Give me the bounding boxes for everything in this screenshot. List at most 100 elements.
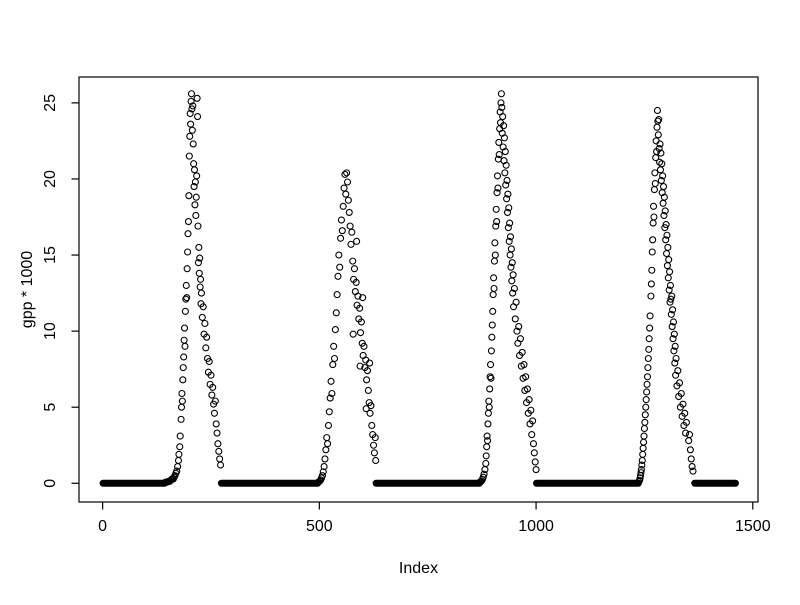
data-point <box>654 131 662 139</box>
data-point <box>494 184 502 192</box>
data-point <box>668 323 676 331</box>
data-point <box>649 202 658 210</box>
data-point <box>174 456 183 465</box>
data-point <box>665 256 673 264</box>
data-point <box>670 347 678 355</box>
data-point <box>488 333 496 341</box>
data-point <box>666 281 674 290</box>
data-point <box>638 461 646 469</box>
data-point <box>210 409 219 417</box>
data-point <box>532 466 540 474</box>
data-point <box>653 106 661 115</box>
data-point <box>213 429 221 437</box>
data-point <box>193 94 201 102</box>
y-tick-label: 10 <box>42 322 59 340</box>
data-point <box>319 468 327 476</box>
data-point <box>501 148 509 156</box>
data-point <box>487 361 495 369</box>
data-point <box>682 429 690 437</box>
data-point <box>662 221 670 229</box>
data-point <box>529 440 538 448</box>
data-point <box>495 151 503 159</box>
data-point <box>508 277 516 285</box>
data-point <box>497 99 505 107</box>
data-point <box>185 192 193 200</box>
data-point <box>670 330 678 338</box>
data-point <box>520 361 528 369</box>
data-point <box>648 266 656 274</box>
data-point <box>190 160 198 168</box>
x-tick-label: 1500 <box>735 518 771 535</box>
data-point <box>371 434 379 442</box>
data-point <box>334 272 342 280</box>
data-point <box>484 409 492 417</box>
data-point <box>491 239 499 247</box>
data-point <box>645 345 653 353</box>
data-point <box>179 376 187 384</box>
y-tick-label: 25 <box>42 94 59 112</box>
data-point <box>484 420 492 428</box>
data-point <box>688 462 696 471</box>
data-point <box>487 374 495 382</box>
data-point <box>482 452 490 460</box>
data-point <box>214 440 222 448</box>
data-point <box>180 353 188 361</box>
data-point <box>216 455 224 463</box>
data-point <box>503 176 511 185</box>
data-point <box>215 447 223 455</box>
data-point <box>368 421 376 430</box>
data-point <box>508 259 516 267</box>
data-point <box>642 396 650 404</box>
y-tick-label: 20 <box>42 170 59 188</box>
data-point <box>187 120 195 128</box>
data-point <box>655 116 663 124</box>
data-point <box>659 199 667 207</box>
data-point <box>349 330 357 338</box>
data-point <box>640 438 648 446</box>
data-point <box>669 335 677 343</box>
data-point <box>360 342 368 350</box>
data-point <box>196 254 204 262</box>
data-point <box>644 354 652 363</box>
data-point <box>211 397 219 405</box>
data-point <box>647 292 655 300</box>
data-point <box>341 170 349 178</box>
data-point <box>686 446 694 454</box>
data-point <box>659 172 667 180</box>
data-point <box>516 335 525 343</box>
data-point <box>207 371 215 379</box>
data-point <box>356 329 365 337</box>
data-point <box>197 289 205 297</box>
data-point <box>648 248 656 256</box>
data-point <box>192 211 200 220</box>
data-point <box>342 190 350 198</box>
data-point <box>479 473 487 481</box>
data-point <box>326 394 334 402</box>
data-point <box>183 294 191 302</box>
y-axis-label: gpp * 1000 <box>19 251 36 329</box>
data-point <box>488 321 496 329</box>
x-tick-label: 500 <box>306 518 333 535</box>
data-point <box>647 280 655 288</box>
data-point <box>182 281 190 290</box>
data-point <box>372 456 380 465</box>
data-point <box>348 228 356 236</box>
data-point <box>216 461 225 469</box>
data-point <box>681 409 689 417</box>
data-point <box>356 362 364 370</box>
data-point <box>208 391 216 399</box>
data-point <box>178 389 186 398</box>
data-point <box>483 443 491 451</box>
data-point <box>489 307 497 315</box>
data-point <box>330 342 338 350</box>
data-point <box>363 367 372 375</box>
data-point <box>502 181 510 189</box>
data-point <box>343 169 351 177</box>
data-point <box>640 424 648 433</box>
data-point <box>199 303 207 311</box>
data-point <box>527 406 535 414</box>
data-point <box>639 444 647 452</box>
data-point <box>671 342 679 350</box>
data-point <box>663 262 671 270</box>
